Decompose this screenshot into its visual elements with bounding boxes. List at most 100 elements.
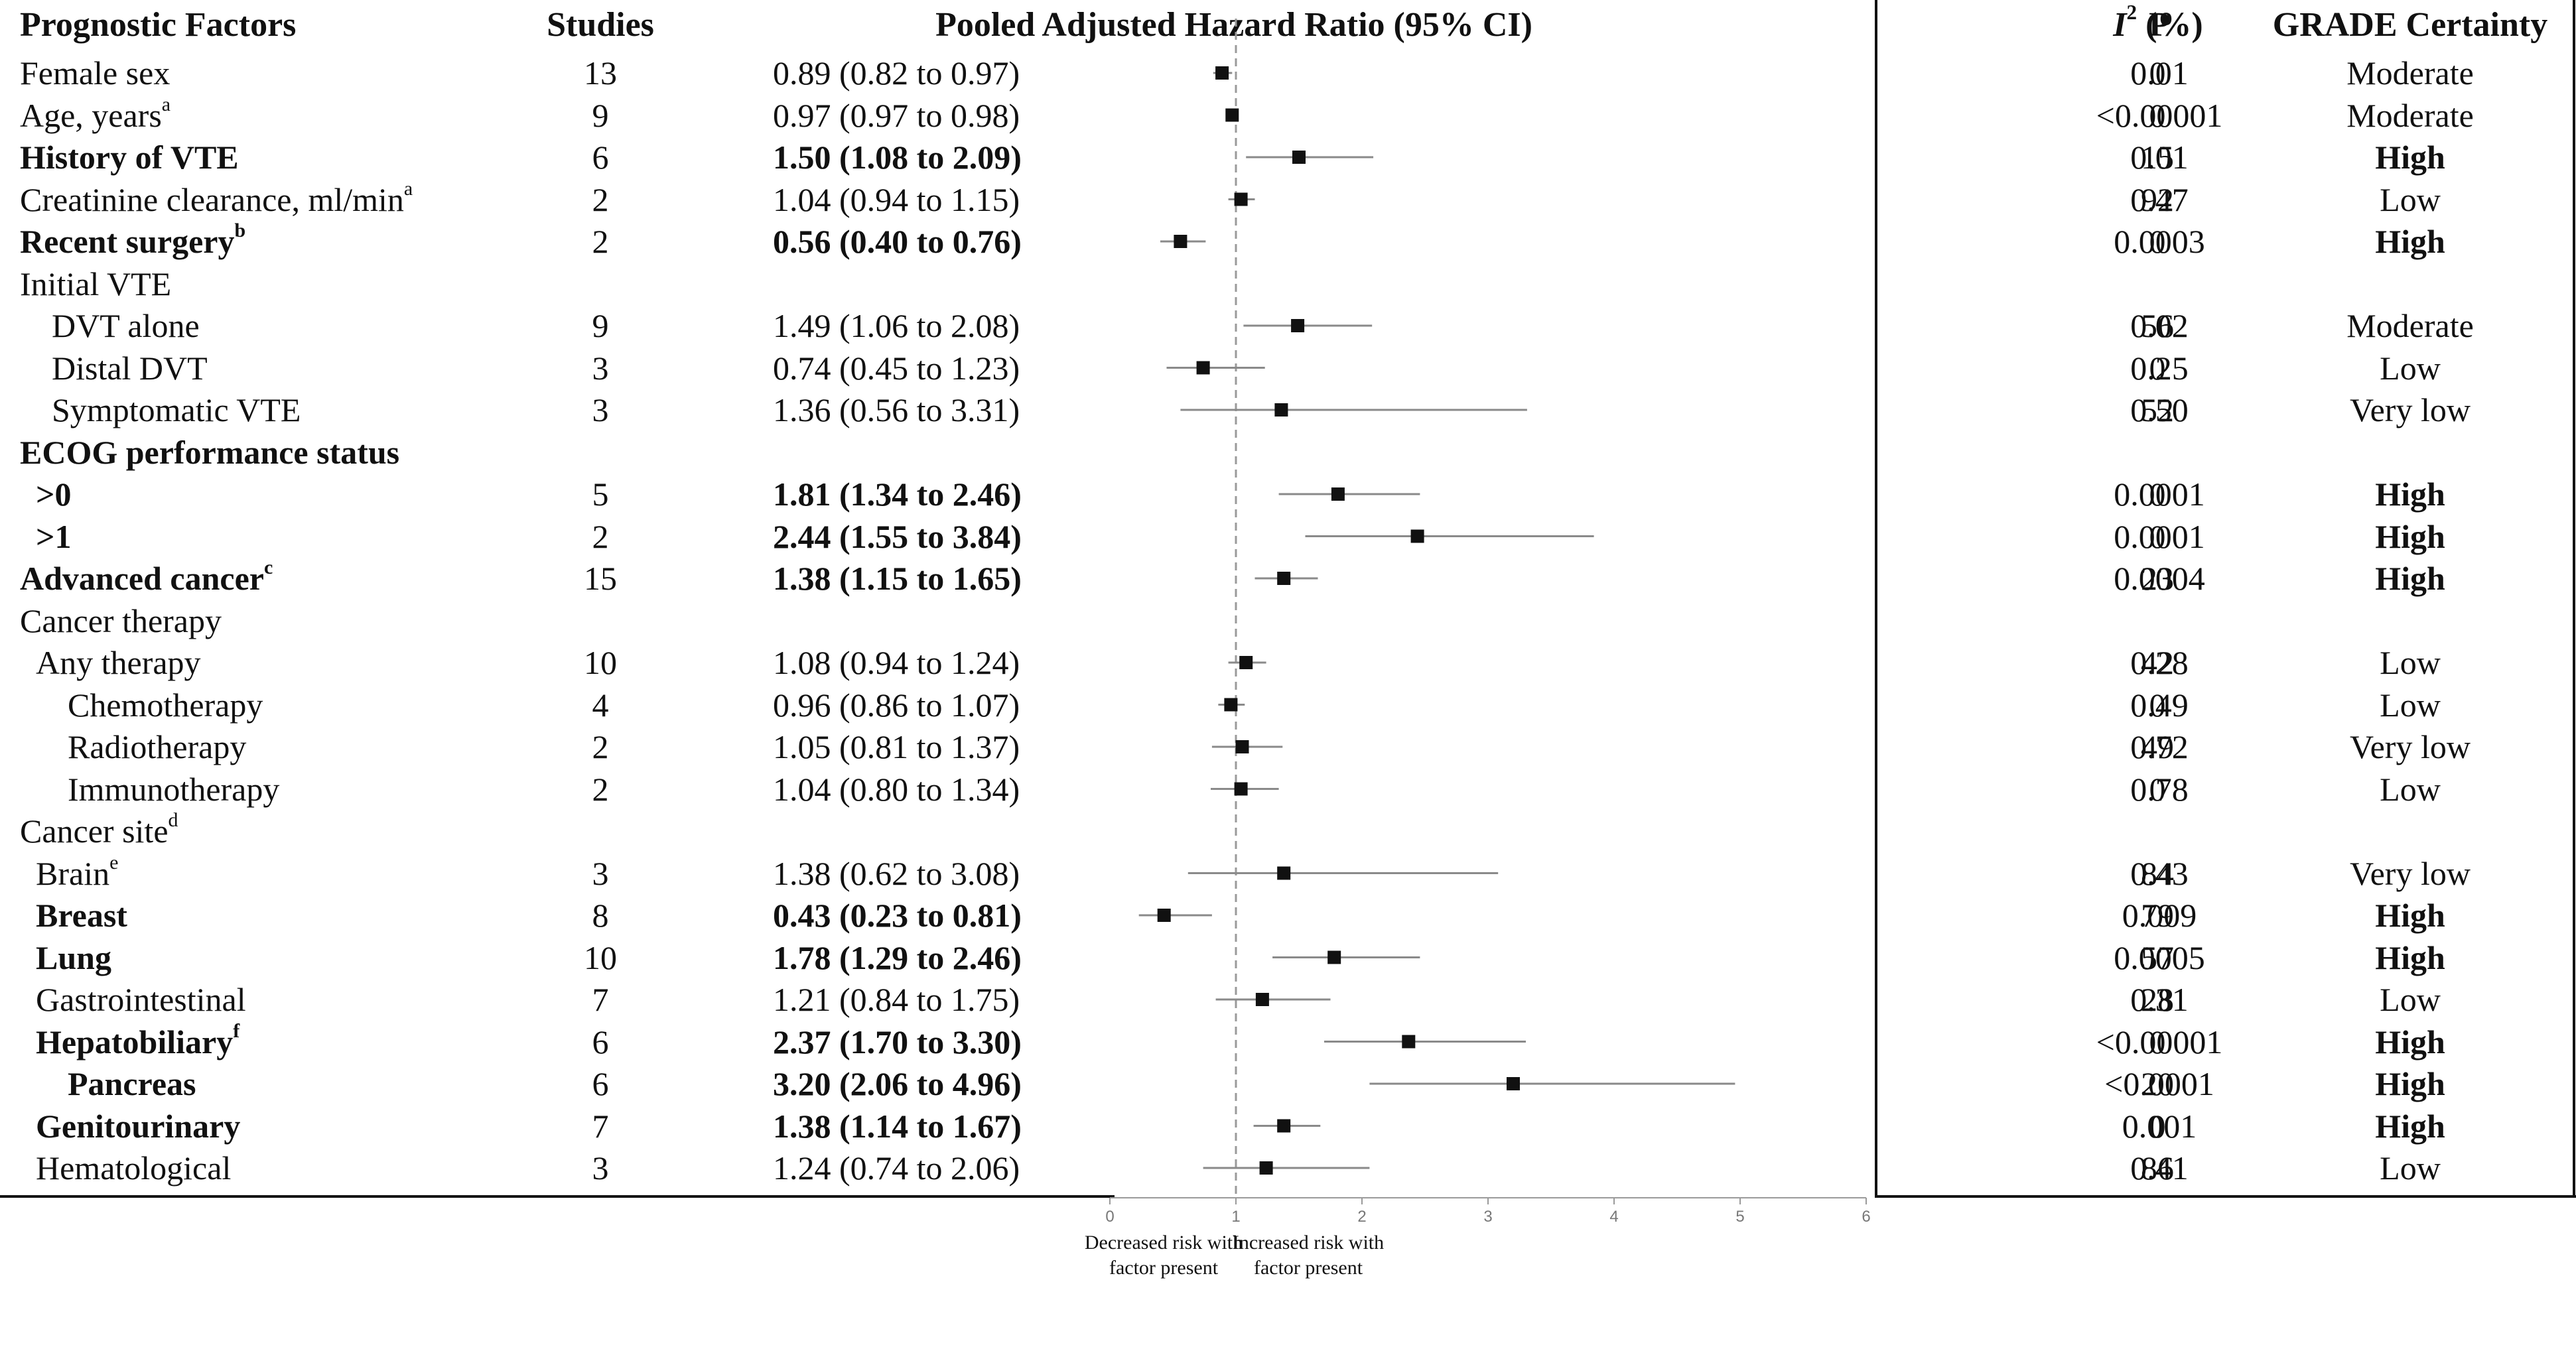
row-grade: High bbox=[2375, 1107, 2445, 1145]
point-estimate-marker bbox=[1259, 1161, 1273, 1175]
row-label: Recent surgeryb bbox=[20, 220, 245, 263]
row-i-squared: 56 bbox=[2141, 307, 2174, 344]
row-label: Initial VTE bbox=[20, 263, 171, 305]
row-i-squared: 57 bbox=[2141, 938, 2174, 976]
x-tick-label: 2 bbox=[1357, 1208, 1366, 1226]
row-label-text: Pancreas bbox=[68, 1065, 196, 1102]
row-label-text: Advanced cancer bbox=[20, 560, 264, 597]
row-label-text: Cancer site bbox=[20, 812, 169, 850]
row-p-value: 0.0005 bbox=[2114, 938, 2205, 976]
row-label-text: Hepatobiliary bbox=[36, 1023, 234, 1061]
row-i-squared: 23 bbox=[2141, 560, 2174, 597]
plot-right-divider bbox=[1875, 0, 1877, 1198]
row-label: Advanced cancerc bbox=[20, 557, 273, 600]
row-p-value: 0.41 bbox=[2130, 1149, 2189, 1187]
point-estimate-marker bbox=[1277, 1119, 1291, 1133]
row-studies: 2 bbox=[592, 180, 609, 218]
point-estimate-marker bbox=[1277, 572, 1291, 585]
row-label-text: >0 bbox=[36, 476, 72, 513]
row-label-footnote: a bbox=[403, 177, 413, 200]
row-p-value: <0.0001 bbox=[2104, 1065, 2214, 1102]
row-label: Distal DVT bbox=[52, 347, 208, 389]
point-estimate-marker bbox=[1402, 1035, 1416, 1049]
row-hazard-ratio: 1.21 (0.84 to 1.75) bbox=[773, 981, 1020, 1018]
row-label-text: Recent surgery bbox=[20, 223, 235, 260]
row-studies: 2 bbox=[592, 223, 609, 260]
row-i-squared: 52 bbox=[2141, 391, 2174, 428]
row-p-value: 0.01 bbox=[2130, 54, 2189, 92]
row-label: Breast bbox=[36, 894, 127, 936]
point-estimate-marker bbox=[1225, 108, 1239, 122]
point-estimate-marker bbox=[1255, 993, 1269, 1006]
row-label-text: Genitourinary bbox=[36, 1107, 241, 1145]
row-studies: 10 bbox=[584, 644, 617, 681]
row-p-value: 0.02 bbox=[2130, 307, 2189, 344]
row-studies: 8 bbox=[592, 897, 609, 934]
row-i-squared: 86 bbox=[2141, 1149, 2174, 1187]
point-estimate-marker bbox=[1277, 866, 1291, 880]
row-label: Gastrointestinal bbox=[36, 978, 246, 1021]
row-label-footnote: b bbox=[234, 220, 246, 241]
row-p-value: 0.28 bbox=[2130, 644, 2189, 681]
header-p-value: P bbox=[2149, 6, 2170, 44]
row-grade: Low bbox=[2380, 1149, 2441, 1187]
table-bottom-rule-right bbox=[1875, 1195, 2576, 1198]
row-p-value: 0.43 bbox=[2130, 854, 2189, 892]
row-studies: 7 bbox=[592, 981, 609, 1018]
row-grade: High bbox=[2375, 517, 2445, 555]
x-tick-label: 3 bbox=[1483, 1208, 1492, 1226]
row-p-value: <0.00001 bbox=[2096, 1023, 2223, 1061]
row-grade: Very low bbox=[2350, 854, 2471, 892]
point-estimate-marker bbox=[1239, 656, 1253, 669]
row-hazard-ratio: 1.50 (1.08 to 2.09) bbox=[773, 139, 1022, 176]
row-grade: High bbox=[2375, 560, 2445, 597]
row-studies: 3 bbox=[592, 391, 609, 428]
row-studies: 5 bbox=[592, 476, 609, 513]
row-grade: High bbox=[2375, 1065, 2445, 1102]
row-grade: High bbox=[2375, 223, 2445, 260]
row-hazard-ratio: 1.08 (0.94 to 1.24) bbox=[773, 644, 1020, 681]
row-grade: Very low bbox=[2350, 391, 2471, 428]
row-p-value: <0.00001 bbox=[2096, 96, 2223, 134]
row-hazard-ratio: 1.04 (0.94 to 1.15) bbox=[773, 180, 1020, 218]
row-p-value: 0.49 bbox=[2130, 686, 2189, 724]
row-studies: 15 bbox=[584, 560, 617, 597]
header-grade-certainty: GRADE Certainty bbox=[2272, 6, 2548, 44]
row-i-squared: 0 bbox=[2149, 476, 2166, 513]
row-studies: 2 bbox=[592, 517, 609, 555]
row-i-squared: 92 bbox=[2141, 180, 2174, 218]
point-estimate-marker bbox=[1174, 235, 1187, 248]
point-estimate-marker bbox=[1224, 698, 1238, 712]
row-grade: Moderate bbox=[2346, 96, 2474, 134]
row-p-value: 0.50 bbox=[2130, 391, 2189, 428]
row-label-text: Breast bbox=[36, 897, 127, 934]
row-label-text: Symptomatic VTE bbox=[52, 391, 301, 428]
row-studies: 9 bbox=[592, 96, 609, 134]
row-grade: High bbox=[2375, 897, 2445, 934]
row-studies: 3 bbox=[592, 854, 609, 892]
row-p-value: 0.78 bbox=[2130, 770, 2189, 808]
header-i2-unit: (%) bbox=[2137, 6, 2203, 44]
row-label: >0 bbox=[36, 473, 72, 515]
row-label-text: ECOG performance status bbox=[20, 433, 400, 471]
row-p-value: 0.01 bbox=[2130, 139, 2189, 176]
point-estimate-marker bbox=[1292, 151, 1306, 164]
row-label-text: Radiotherapy bbox=[68, 728, 247, 765]
row-i-squared: 20 bbox=[2141, 1065, 2174, 1102]
row-hazard-ratio: 1.36 (0.56 to 3.31) bbox=[773, 391, 1020, 428]
row-hazard-ratio: 0.74 (0.45 to 1.23) bbox=[773, 349, 1020, 387]
row-p-value: 0.72 bbox=[2130, 728, 2189, 765]
header-studies: Studies bbox=[547, 6, 654, 44]
row-hazard-ratio: 0.56 (0.40 to 0.76) bbox=[773, 223, 1022, 260]
row-label-text: Creatinine clearance, ml/min bbox=[20, 180, 404, 218]
row-grade: Moderate bbox=[2346, 307, 2474, 344]
row-studies: 9 bbox=[592, 307, 609, 344]
row-hazard-ratio: 2.44 (1.55 to 3.84) bbox=[773, 517, 1022, 555]
row-grade: Low bbox=[2380, 180, 2441, 218]
row-label-footnote: e bbox=[109, 851, 119, 873]
point-estimate-marker bbox=[1327, 950, 1341, 964]
row-i-squared: 0 bbox=[2149, 517, 2166, 555]
row-hazard-ratio: 0.89 (0.82 to 0.97) bbox=[773, 54, 1020, 92]
row-label: Cancer therapy bbox=[20, 600, 222, 642]
